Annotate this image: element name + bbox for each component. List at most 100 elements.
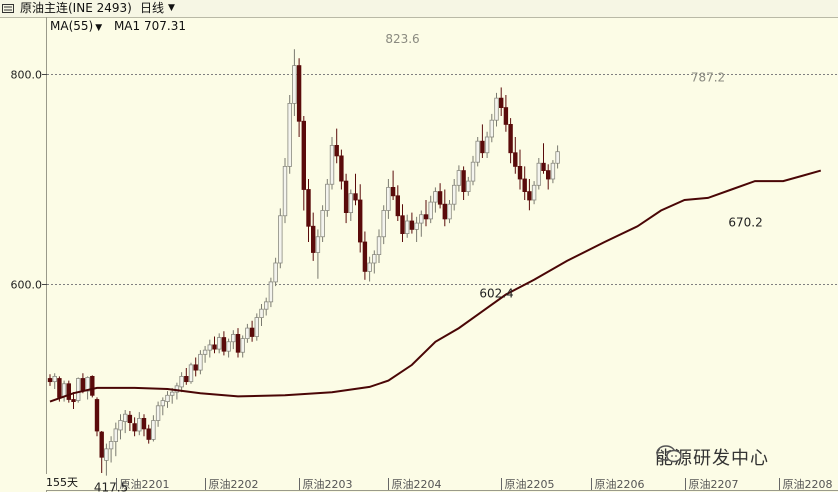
candle-body <box>409 220 415 230</box>
x-tick-label: 原油2201 <box>120 477 170 491</box>
candle-body <box>451 184 457 205</box>
candle-body <box>442 203 447 220</box>
candle-body <box>386 186 391 211</box>
instrument-title: 原油主连(INE 2493) <box>20 1 132 15</box>
price-annotations: 823.6 787.2 602.4 670.2 417.5 <box>94 32 763 492</box>
candle-body <box>414 222 419 230</box>
candle-body <box>423 214 429 220</box>
candle <box>231 330 236 350</box>
candle <box>235 328 241 358</box>
candle-body <box>165 394 170 402</box>
window-menu-icon[interactable] <box>2 4 14 13</box>
candle-body <box>296 65 302 122</box>
candle-body <box>315 236 321 253</box>
candle-body <box>113 428 118 442</box>
candle <box>343 173 349 224</box>
candle <box>400 204 405 242</box>
candle <box>193 357 198 377</box>
candle-body <box>367 262 372 272</box>
candle <box>409 212 415 234</box>
candle-body <box>118 420 123 431</box>
candle-body <box>536 162 541 186</box>
candle-body <box>282 165 288 217</box>
candle <box>348 189 353 221</box>
candle-body <box>555 151 560 164</box>
candle-body <box>419 214 424 224</box>
candle-body <box>456 170 462 186</box>
candle-body <box>99 431 104 458</box>
candle-body <box>400 215 405 235</box>
candle <box>550 160 556 184</box>
candle <box>419 210 424 237</box>
candle <box>466 176 471 196</box>
candle <box>268 277 274 308</box>
candle <box>66 380 71 403</box>
candle-body <box>343 180 349 214</box>
candle <box>301 116 306 211</box>
candle-body <box>546 170 551 180</box>
candle <box>123 410 128 434</box>
candle-body <box>141 417 147 430</box>
candle <box>334 128 339 164</box>
candle <box>278 208 283 269</box>
candle-body <box>47 378 53 383</box>
candle-body <box>550 162 556 180</box>
candle-body <box>329 144 335 185</box>
candle-body <box>249 327 255 337</box>
candle-body <box>362 241 368 272</box>
indicator-legend: MA(55) ▼ MA1 707.31 <box>50 18 186 36</box>
candle-body <box>447 203 452 220</box>
candle <box>282 158 288 224</box>
candle <box>536 158 541 190</box>
ma55-line <box>49 169 822 403</box>
chevron-down-icon[interactable]: ▼ <box>168 3 175 13</box>
candle-body <box>80 378 86 391</box>
candle <box>390 170 396 200</box>
candle-body <box>376 236 382 256</box>
candle <box>113 422 118 457</box>
candle <box>245 323 250 343</box>
candle-body <box>212 344 217 350</box>
candle-body <box>254 317 259 337</box>
x-tick-label: 原油2208 <box>783 477 833 491</box>
candle <box>372 250 377 274</box>
candle-body <box>381 210 386 238</box>
candle <box>329 137 335 190</box>
candle <box>555 145 560 169</box>
candle-body <box>273 262 278 283</box>
candle <box>433 187 438 213</box>
candle <box>489 113 494 143</box>
candle-body <box>428 201 433 220</box>
candle-body <box>395 195 400 217</box>
candle <box>404 214 410 238</box>
candle-body <box>508 124 513 154</box>
candle-body <box>146 428 151 440</box>
candle-body <box>221 337 227 352</box>
candle-body <box>541 162 546 171</box>
candle <box>498 87 504 116</box>
candle <box>155 401 161 427</box>
candle <box>527 179 532 211</box>
candle-body <box>466 180 471 193</box>
candle <box>137 412 142 436</box>
candle <box>480 124 485 158</box>
candle <box>165 391 170 408</box>
candle <box>437 183 443 209</box>
x-tick-label: 原油2204 <box>392 477 442 491</box>
candle <box>503 95 509 132</box>
candle-body <box>357 199 363 243</box>
candle-body <box>470 161 476 182</box>
chevron-down-icon[interactable]: ▼ <box>95 23 103 33</box>
candle <box>386 179 391 219</box>
y-tick-label: 600.0 <box>11 279 43 292</box>
candle <box>315 229 321 279</box>
ma-indicator-label[interactable]: MA(55) <box>50 19 94 33</box>
candle-body <box>306 189 311 227</box>
candle-body <box>433 191 438 203</box>
candle <box>52 373 57 389</box>
candle <box>132 417 137 437</box>
candle <box>221 331 227 356</box>
candle <box>254 313 259 341</box>
period-selector[interactable]: 日线 <box>140 1 165 15</box>
